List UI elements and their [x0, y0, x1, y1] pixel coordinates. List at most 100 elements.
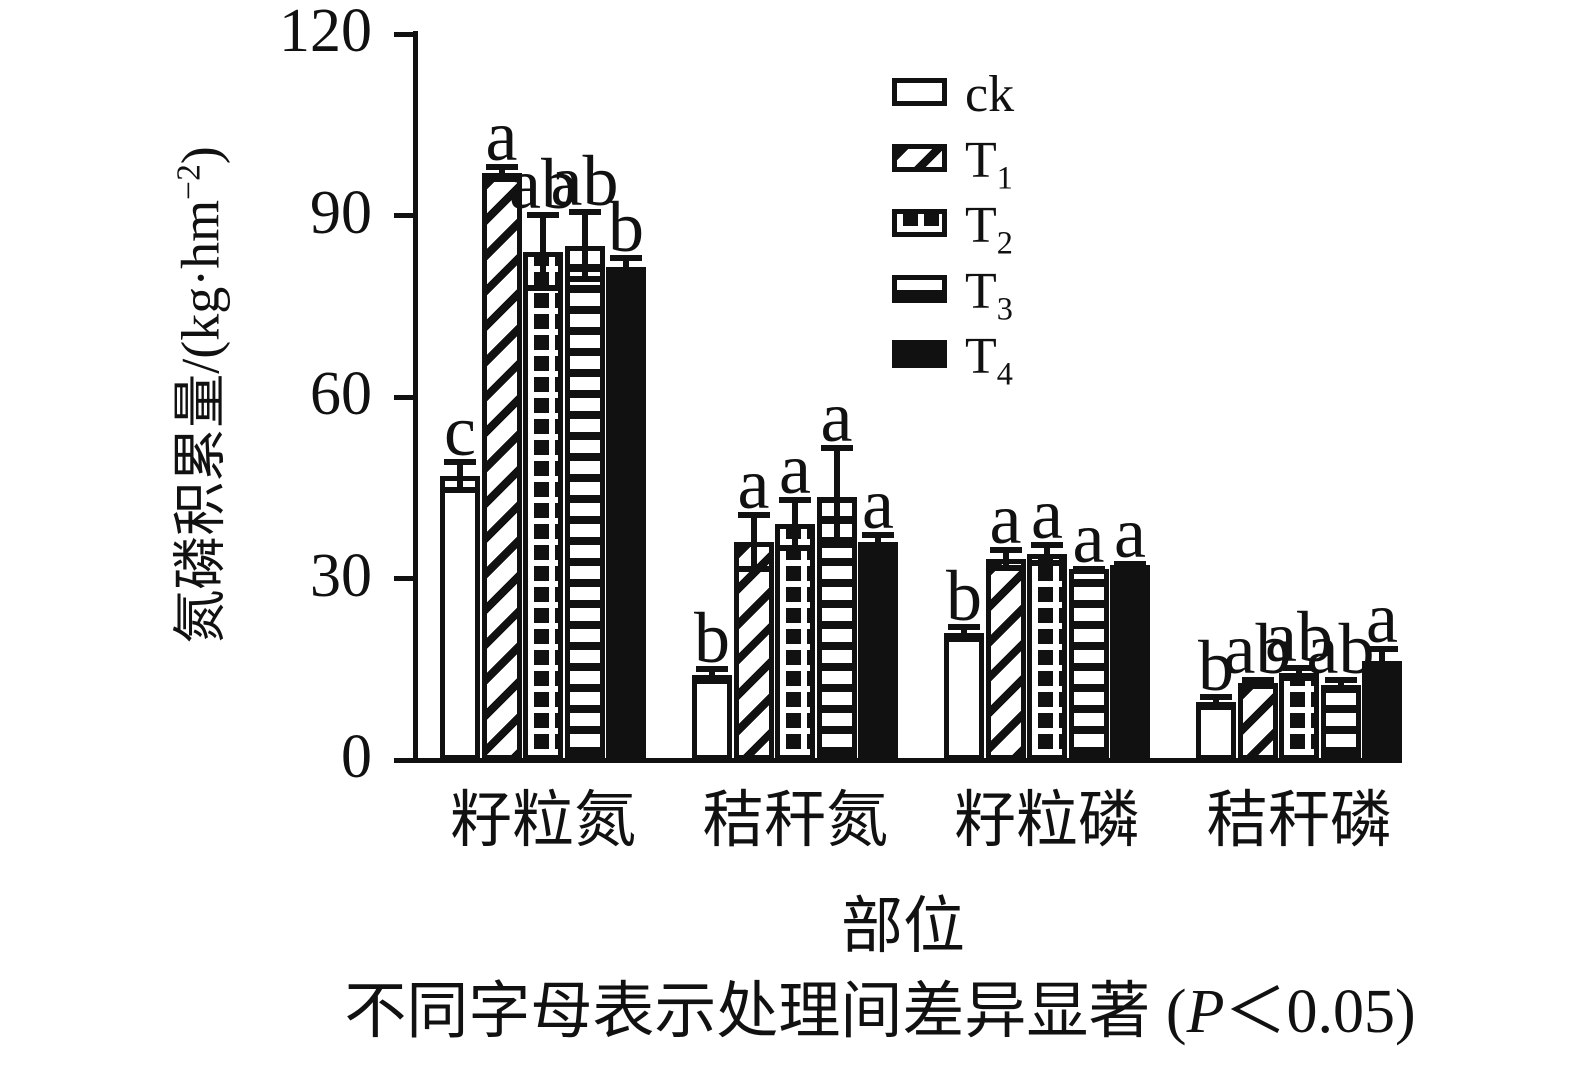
error-bar-T4-group2 — [862, 531, 894, 553]
error-line — [1044, 542, 1050, 567]
y-tick-label-60: 60 — [310, 360, 372, 428]
error-cap-bottom — [1072, 565, 1105, 572]
bar-T1-group4 — [1237, 683, 1278, 760]
error-bar-T2-group3 — [1031, 542, 1063, 567]
caption-threshold: ＜0.05) — [1224, 978, 1416, 1046]
sig-letter-T2-group2: a — [779, 428, 811, 509]
error-bar-ck-group1 — [444, 458, 476, 493]
y-tick-label-0: 0 — [341, 723, 372, 791]
error-line — [1337, 676, 1344, 694]
error-line — [1254, 677, 1261, 690]
sig-letter-T3-group1: ab — [550, 141, 619, 222]
bar-T3-group3 — [1068, 568, 1109, 760]
error-cap-bottom — [1200, 703, 1232, 710]
sig-letter-ck-group2: b — [694, 598, 730, 679]
error-cap-bottom — [779, 545, 811, 552]
error-line — [498, 164, 505, 183]
y-axis-tick-30 — [394, 576, 414, 581]
bar-T4-group3 — [1110, 565, 1150, 760]
error-line — [1213, 694, 1219, 710]
error-cap-bottom — [527, 285, 559, 292]
bar-T2-group2 — [775, 524, 815, 760]
sig-letter-T1-group3: a — [989, 479, 1022, 560]
error-line — [792, 496, 798, 552]
error-cap-bottom — [444, 486, 476, 493]
error-cap-bottom — [1241, 683, 1274, 690]
y-axis-title-text: 氮磷积累量/(kg·hm — [170, 199, 231, 644]
y-axis-tick-0 — [394, 757, 414, 763]
sig-letter-T4-group4: a — [1366, 577, 1398, 658]
caption-text: 不同字母表示处理间差异显著 ( — [344, 978, 1187, 1046]
error-bar-ck-group4 — [1200, 694, 1232, 710]
error-line — [457, 458, 463, 493]
y-axis-line — [413, 31, 418, 763]
sig-letter-T2-group3: a — [1031, 474, 1063, 555]
legend-label-subscript: 1 — [996, 158, 1013, 195]
error-line — [750, 511, 757, 573]
x-category-label-2: 秸秆氮 — [701, 787, 889, 855]
y-axis-tick-90 — [394, 213, 414, 218]
y-tick-label-30: 30 — [310, 541, 372, 610]
sig-letter-ck-group1: c — [444, 390, 476, 471]
error-line — [833, 445, 840, 549]
y-axis-tick-120 — [394, 31, 414, 37]
error-cap-bottom — [696, 678, 728, 685]
error-cap-bottom — [737, 566, 770, 573]
error-bar-T2-group2 — [779, 496, 811, 552]
legend-label-t3: T3 — [965, 262, 1013, 326]
error-cap-bottom — [1283, 674, 1315, 681]
bar-T4-group2 — [858, 542, 898, 760]
bar-T2-group3 — [1027, 554, 1067, 760]
error-bar-T2-group4 — [1283, 665, 1315, 681]
sig-letter-T4-group1: b — [608, 186, 644, 267]
x-category-label-4: 秸秆磷 — [1205, 787, 1393, 855]
legend-label-subscript: 4 — [996, 355, 1013, 392]
error-bar-ck-group3 — [948, 623, 980, 643]
error-cap-bottom — [1031, 560, 1063, 567]
bar-T1-group3 — [985, 559, 1026, 760]
bar-T1-group1 — [481, 173, 522, 760]
error-line — [875, 531, 881, 553]
x-axis-line — [394, 758, 1402, 763]
error-cap-bottom — [568, 276, 601, 283]
error-bar-T1-group4 — [1241, 677, 1274, 690]
caption-p-symbol: P — [1186, 978, 1225, 1046]
sig-letter-T1-group1: a — [485, 96, 518, 177]
error-bar-T4-group4 — [1366, 645, 1398, 676]
y-tick-label-90: 90 — [310, 178, 372, 247]
figure-caption: 不同字母表示处理间差异显著 (P＜0.05) — [344, 978, 1415, 1046]
bar-ck-group2 — [692, 675, 732, 760]
sig-letter-T1-group2: a — [737, 443, 770, 524]
bar-ck-group4 — [1196, 701, 1236, 760]
sig-letter-ck-group3: b — [946, 555, 982, 636]
legend-swatch-t4 — [892, 340, 947, 368]
bar-T3-group4 — [1320, 684, 1361, 760]
sig-letter-T3-group3: a — [1072, 497, 1105, 578]
legend-label-subscript: 2 — [996, 224, 1013, 261]
legend-label-ck: ck — [965, 66, 1015, 123]
sig-letter-T4-group2: a — [862, 463, 894, 544]
error-cap-bottom — [1324, 687, 1357, 694]
y-axis-tick-60 — [394, 394, 414, 400]
error-line — [581, 209, 588, 283]
y-axis-title-close: ) — [170, 146, 231, 165]
legend-swatch-t2 — [892, 209, 947, 237]
y-tick-label-120: 120 — [279, 0, 372, 65]
error-bar-T1-group1 — [485, 164, 518, 183]
legend-swatch-ck — [892, 78, 947, 106]
error-bar-T3-group4 — [1324, 676, 1357, 694]
error-line — [1296, 665, 1302, 681]
y-axis-title: 氮磷积累量/(kg·hm−2) — [170, 146, 231, 644]
error-bar-T3-group3 — [1072, 565, 1105, 572]
error-cap-bottom — [989, 565, 1022, 572]
error-line — [709, 666, 715, 685]
bar-T3-group1 — [564, 245, 605, 760]
error-cap-bottom — [1366, 669, 1398, 676]
error-bar-T1-group2 — [737, 511, 770, 573]
bar-T1-group2 — [733, 542, 774, 760]
error-bar-T4-group1 — [610, 254, 642, 279]
bar-T2-group4 — [1279, 672, 1319, 760]
error-bar-T1-group3 — [989, 547, 1022, 572]
legend-label-t1: T1 — [965, 131, 1013, 195]
